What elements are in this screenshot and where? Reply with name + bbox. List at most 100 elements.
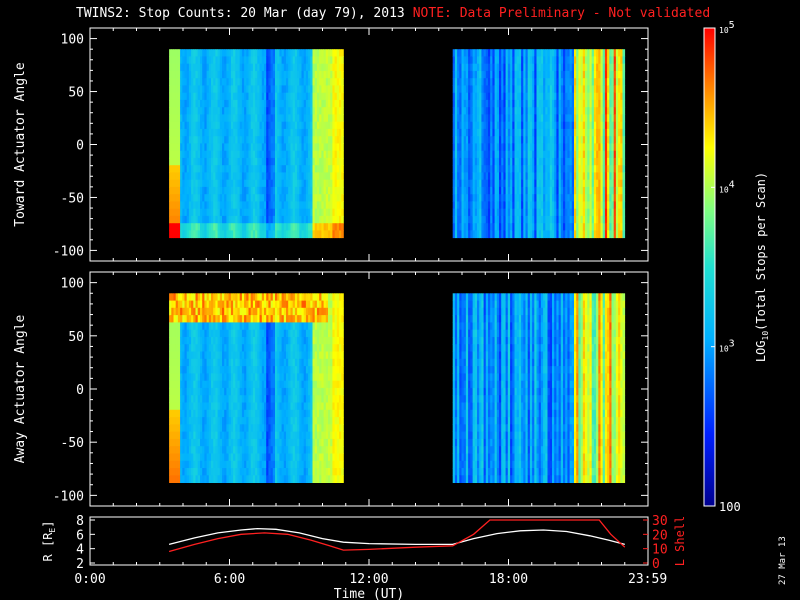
heat-cell [222, 387, 225, 396]
heat-cell [585, 136, 588, 144]
heat-cell [596, 56, 599, 65]
heat-cell [620, 172, 623, 181]
heat-cell [518, 92, 522, 101]
heat-cell [193, 409, 196, 418]
heat-cell [299, 165, 302, 173]
heat-cell [587, 92, 590, 101]
heat-cell [281, 136, 285, 144]
heat-cell [206, 468, 210, 476]
heat-cell [516, 150, 520, 159]
heat-cell [314, 143, 318, 152]
heat-cell [492, 223, 495, 231]
heat-cell [310, 121, 313, 130]
heat-cell [233, 179, 236, 188]
heat-cell [173, 431, 177, 440]
heat-cell [169, 468, 172, 476]
heat-cell [261, 230, 265, 239]
heat-cell [244, 56, 247, 65]
heat-cell [607, 186, 610, 195]
heat-cell [217, 121, 221, 130]
heat-cell [230, 337, 234, 345]
heat-cell [547, 223, 551, 231]
heat-cell [173, 56, 177, 65]
heat-cell [204, 56, 207, 65]
heat-cell [169, 329, 172, 338]
heat-cell [485, 165, 489, 173]
heat-cell [237, 417, 241, 425]
heat-cell [297, 230, 300, 239]
heat-cell [222, 107, 225, 115]
heat-cell [618, 114, 621, 123]
heat-cell [226, 56, 229, 65]
heat-cell [461, 78, 465, 86]
heat-cell [574, 121, 577, 130]
heat-cell [180, 128, 183, 137]
heat-cell [173, 424, 177, 432]
heat-cell [303, 230, 307, 239]
heat-cell [308, 92, 311, 101]
heat-cell [180, 165, 183, 173]
heat-cell [330, 230, 333, 239]
heat-cell [490, 208, 493, 217]
heat-cell [277, 165, 280, 173]
heat-cell [481, 128, 484, 137]
heat-cell [505, 194, 509, 202]
heat-cell [598, 114, 601, 123]
heat-cell [257, 208, 260, 217]
heat-cell [171, 424, 174, 432]
heat-cell [325, 85, 329, 94]
heat-cell [483, 136, 487, 144]
heat-cell [591, 223, 595, 231]
heat-cell [527, 172, 531, 181]
heat-cell [516, 128, 520, 137]
heat-cell [321, 63, 324, 72]
heat-cell [257, 56, 260, 65]
heat-cell [191, 453, 194, 462]
heat-cell [213, 92, 216, 101]
heat-cell [270, 165, 274, 173]
heat-cell [463, 186, 467, 195]
heat-cell [204, 179, 207, 188]
heat-cell [582, 56, 586, 65]
heat-cell [261, 78, 265, 86]
heat-cell [501, 136, 504, 144]
heat-cell [505, 223, 509, 231]
heat-cell [211, 150, 214, 159]
heat-cell [173, 179, 177, 188]
heat-cell [169, 114, 172, 123]
heat-cell [321, 99, 324, 108]
heat-cell [286, 215, 289, 224]
heat-cell [233, 201, 236, 210]
heat-cell [246, 179, 249, 188]
heat-cell [558, 99, 562, 108]
heat-cell [217, 179, 221, 188]
heat-cell [248, 208, 252, 217]
heat-cell [230, 230, 234, 239]
heat-cell [235, 315, 238, 323]
heat-cell [215, 417, 218, 425]
heat-cell [264, 165, 267, 173]
heat-cell [576, 63, 579, 72]
heat-cell [585, 56, 588, 65]
heat-cell [169, 402, 172, 411]
heat-cell [582, 208, 586, 217]
heat-cell [211, 300, 214, 309]
heat-cell [527, 99, 531, 108]
heat-cell [607, 150, 610, 159]
heat-cell [186, 431, 190, 440]
heat-cell [215, 56, 218, 65]
heat-cell [211, 215, 214, 224]
heat-cell [188, 409, 192, 418]
heat-cell [319, 136, 322, 144]
heat-cell [481, 78, 484, 86]
heat-cell [613, 157, 617, 166]
heat-cell [587, 230, 590, 239]
heat-cell [328, 215, 331, 224]
heat-cell [549, 92, 553, 101]
heat-cell [275, 194, 278, 202]
heat-cell [217, 107, 221, 115]
heat-cell [171, 63, 174, 72]
heat-cell [191, 128, 194, 137]
heat-cell [540, 49, 544, 57]
heat-cell [545, 143, 548, 152]
